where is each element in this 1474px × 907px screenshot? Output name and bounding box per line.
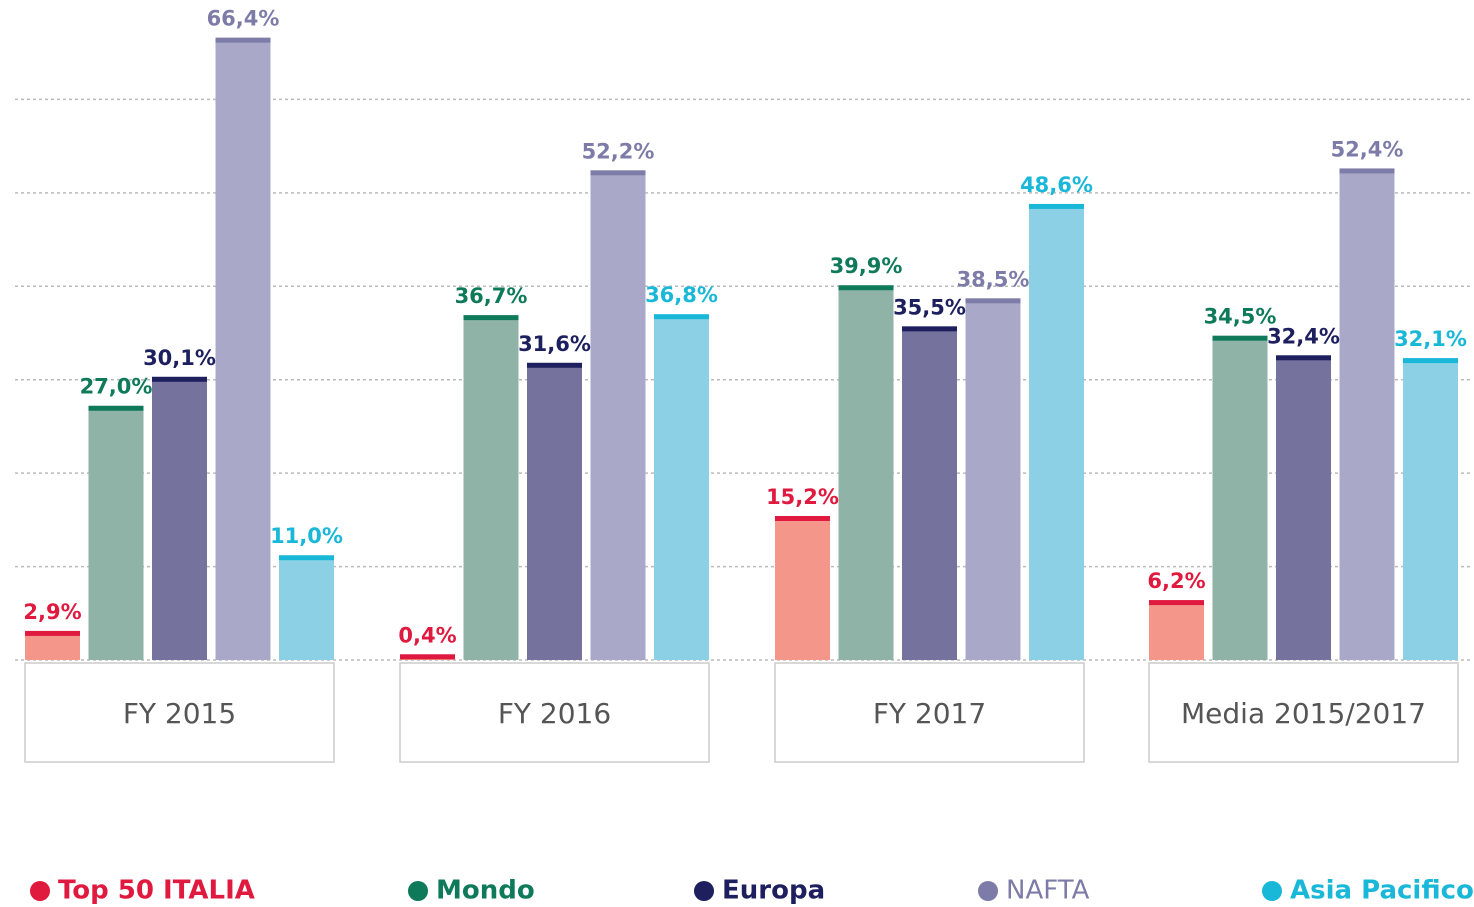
bar xyxy=(654,316,709,660)
value-label: 6,2% xyxy=(1147,569,1205,593)
value-label: 32,4% xyxy=(1267,324,1340,348)
bar xyxy=(1212,337,1268,660)
bar xyxy=(1276,357,1331,660)
bar-cap xyxy=(965,298,1021,304)
bar-cap xyxy=(1276,355,1331,361)
bar xyxy=(1403,360,1458,660)
bar-cap xyxy=(902,326,957,332)
x-tick-label: FY 2015 xyxy=(123,697,236,730)
category-box xyxy=(1148,662,1459,763)
bar xyxy=(215,39,271,661)
value-label: 11,0% xyxy=(270,524,343,548)
value-label: 34,5% xyxy=(1204,305,1277,329)
bar xyxy=(463,317,519,660)
value-label: 36,8% xyxy=(645,283,718,307)
bar xyxy=(25,632,80,660)
value-label: 35,5% xyxy=(893,295,966,319)
bar-cap xyxy=(1149,600,1204,606)
value-label: 66,4% xyxy=(207,7,280,31)
bar-cap xyxy=(1339,168,1395,174)
bar xyxy=(838,287,894,660)
bar-cap xyxy=(279,555,334,561)
bar-cap xyxy=(1403,358,1458,364)
bar-cap xyxy=(590,170,646,176)
legend-label: NAFTA xyxy=(1006,876,1090,906)
bar-cap xyxy=(463,315,519,321)
legend-label: Mondo xyxy=(436,876,535,906)
x-tick-label: FY 2016 xyxy=(498,697,611,730)
bar-cap xyxy=(654,314,709,320)
legend-marker xyxy=(978,881,998,901)
bar-cap xyxy=(838,285,894,291)
legend-marker xyxy=(408,881,428,901)
bar xyxy=(279,557,334,660)
value-label: 39,9% xyxy=(830,254,903,278)
bar xyxy=(965,300,1021,660)
value-label: 31,6% xyxy=(518,332,591,356)
x-tick-label: FY 2017 xyxy=(873,697,986,730)
value-label: 38,5% xyxy=(957,267,1030,291)
bar xyxy=(152,378,207,660)
bar-cap xyxy=(400,654,455,660)
value-label: 27,0% xyxy=(80,375,153,399)
value-label: 2,9% xyxy=(23,600,81,624)
bar-cap xyxy=(215,37,271,43)
bar xyxy=(88,407,144,660)
legend-label: Europa xyxy=(722,876,825,906)
bar-cap xyxy=(527,362,582,368)
value-label: 30,1% xyxy=(143,346,216,370)
bar-cap xyxy=(1212,335,1268,341)
bar xyxy=(1339,170,1395,661)
category-box xyxy=(774,662,1085,763)
legend-marker xyxy=(1262,881,1282,901)
value-label: 32,1% xyxy=(1394,327,1467,351)
bar xyxy=(902,328,957,660)
value-label: 36,7% xyxy=(455,284,528,308)
category-box xyxy=(399,662,710,763)
bar-cap xyxy=(1029,203,1084,209)
bar-cap xyxy=(88,405,144,411)
legend-marker xyxy=(30,881,50,901)
value-label: 15,2% xyxy=(766,485,839,509)
legend-label: Asia Pacifico xyxy=(1290,876,1474,906)
bar xyxy=(775,517,830,660)
bar xyxy=(527,364,582,660)
x-tick-label: Media 2015/2017 xyxy=(1181,697,1426,730)
legend-marker xyxy=(694,881,714,901)
bar-cap xyxy=(25,630,80,636)
bar xyxy=(1149,602,1204,660)
bar xyxy=(590,172,646,660)
bar xyxy=(1029,205,1084,661)
value-label: 52,2% xyxy=(582,139,655,163)
value-label: 48,6% xyxy=(1020,173,1093,197)
value-label: 52,4% xyxy=(1331,137,1404,161)
bar-cap xyxy=(152,376,207,382)
legend-label: Top 50 ITALIA xyxy=(58,876,255,906)
bar-cap xyxy=(775,515,830,521)
value-label: 0,4% xyxy=(398,623,456,647)
category-box xyxy=(24,662,335,763)
